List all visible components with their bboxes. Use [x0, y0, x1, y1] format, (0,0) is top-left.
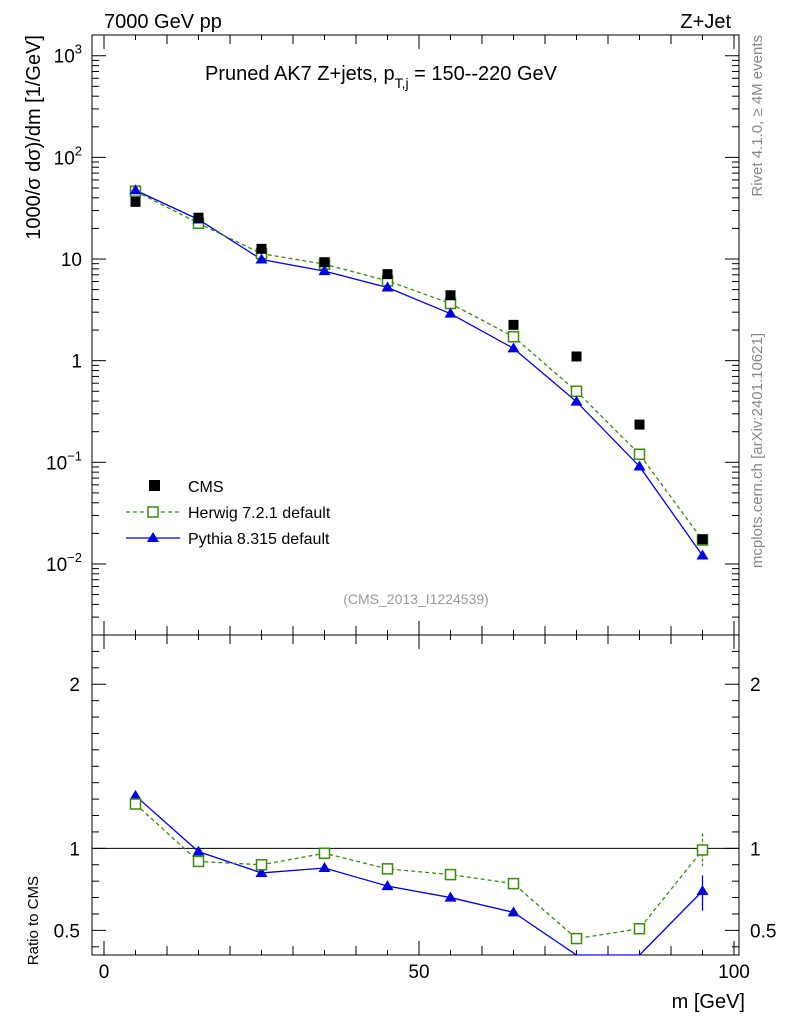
y-tick-label: 10−2 [46, 550, 82, 576]
mcplots-label: mcplots.cern.ch [arXiv:2401.10621] [749, 333, 766, 568]
pythia-point [633, 460, 646, 471]
cms-point [256, 243, 267, 254]
pythia-point [255, 253, 268, 264]
ratio-tick-label-right: 0.5 [750, 921, 776, 942]
herwig-ratio-point [192, 855, 205, 868]
herwig-point [507, 330, 520, 343]
pythia-ratio-line [135, 795, 703, 955]
x-tick-labels: 0 50 100 [99, 962, 750, 983]
pythia-point [570, 395, 583, 406]
herwig-point [633, 448, 646, 461]
pythia-point [129, 184, 142, 195]
pythia-point [318, 265, 331, 276]
x-tick-label: 100 [718, 962, 750, 983]
y-tick-label: 10−1 [46, 448, 82, 474]
cms-point [130, 196, 141, 207]
cms-point [508, 319, 519, 330]
pythia-point [696, 549, 709, 560]
cms-point [571, 351, 582, 362]
ratio-panel-frame [91, 634, 740, 956]
header-right: Z+Jet [680, 11, 731, 33]
series-layer [129, 184, 709, 560]
herwig-ratio-point [255, 858, 268, 871]
plot-title: Pruned AK7 Z+jets, pT,j = 150--220 GeV [205, 63, 558, 91]
axis-ticks [92, 35, 739, 955]
pythia-point [381, 281, 394, 292]
herwig-ratio-point [129, 798, 142, 810]
ratio-tick-labels: 2 2 1 1 0.5 0.5 [54, 675, 777, 942]
pythia-ratio-point [444, 891, 457, 902]
ratio-tick-label-left: 2 [69, 675, 80, 696]
herwig-ratio-point [507, 877, 520, 890]
legend-herwig-label: Herwig 7.2.1 default [188, 505, 331, 522]
legend-pythia-marker [147, 532, 159, 542]
legend-cms-label: CMS [188, 479, 224, 496]
y-axis-label: 1000/σ dσ)/dm [1/GeV] [23, 35, 45, 240]
ratio-axis-label: Ratio to CMS [25, 876, 42, 965]
herwig-ratio-point [318, 847, 331, 860]
legend-pythia-label: Pythia 8.315 default [188, 531, 330, 548]
herwig-ratio-line [135, 803, 704, 940]
ratio-tick-label-left: 0.5 [54, 921, 80, 942]
analysis-tag: (CMS_2013_I1224539) [343, 591, 489, 607]
herwig-ratio-point [444, 868, 457, 881]
legend: CMS Herwig 7.2.1 default Pythia 8.315 de… [126, 479, 331, 548]
cms-point [382, 269, 393, 280]
herwig-line [135, 190, 704, 541]
pythia-ratio-point [192, 845, 205, 856]
cms-point [445, 290, 456, 301]
pythia-ratio-point [507, 906, 520, 917]
legend-herwig-marker [147, 506, 159, 518]
x-tick-label: 50 [408, 962, 429, 983]
herwig-point [570, 385, 583, 398]
x-axis-label: m [GeV] [672, 991, 745, 1013]
cms-point [193, 212, 204, 223]
y-tick-label: 102 [54, 143, 82, 169]
herwig-ratio-point [570, 932, 583, 945]
ratio-tick-label-left: 1 [69, 839, 80, 860]
y-tick-label: 1 [71, 352, 82, 373]
rivet-label: Rivet 4.1.0, ≥ 4M events [749, 35, 766, 197]
y-tick-label: 10 [61, 250, 82, 271]
pythia-ratio-point [129, 789, 142, 800]
herwig-ratio-point [381, 863, 394, 875]
pythia-line [135, 189, 704, 556]
pythia-ratio-point [318, 862, 331, 873]
pythia-point [444, 307, 457, 318]
y-tick-label: 103 [54, 42, 82, 68]
cms-point [697, 534, 708, 545]
cms-point [634, 419, 645, 430]
pythia-ratio-point [696, 885, 709, 895]
ratio-tick-label-right: 1 [750, 839, 761, 860]
pythia-point [507, 342, 520, 353]
cms-point [319, 257, 330, 268]
ratio-layer [129, 789, 709, 955]
herwig-ratio-point [696, 844, 709, 856]
ratio-tick-label-right: 2 [750, 675, 761, 696]
herwig-ratio-point [633, 922, 646, 935]
pythia-ratio-point [381, 880, 394, 891]
x-tick-label: 0 [99, 962, 110, 983]
header-left: 7000 GeV pp [104, 11, 222, 33]
legend-cms-marker [149, 480, 160, 491]
pythia-ratio-point [255, 866, 268, 877]
